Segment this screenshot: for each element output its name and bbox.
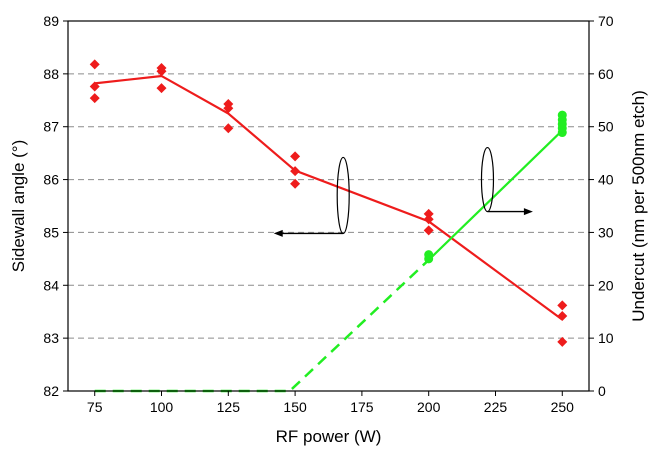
annotations	[273, 146, 533, 237]
sidewall-angle-point	[89, 81, 100, 92]
y-right-tick-label: 40	[598, 172, 614, 188]
y-axis-right-title: Undercut (nm per 500nm etch)	[629, 90, 648, 322]
plot-frame	[67, 20, 590, 392]
series-lines	[94, 74, 564, 393]
sidewall-angle-point	[423, 225, 434, 236]
y-right-tick-label: 10	[598, 330, 614, 346]
sidewall-angle-point	[156, 66, 167, 77]
undercut-point	[424, 254, 434, 264]
x-tick-label: 250	[551, 399, 575, 415]
y-left-tick-label: 89	[43, 13, 59, 29]
y-left-tick-label: 88	[43, 66, 59, 82]
y-right-tick-label: 70	[598, 13, 614, 29]
sidewall-angle-point	[223, 123, 234, 134]
x-tick-label: 200	[417, 399, 441, 415]
y-axis-left-title: Sidewall angle (°)	[9, 140, 28, 272]
sidewall-angle-point	[423, 214, 434, 225]
y-left-tick-label: 85	[43, 224, 59, 240]
sidewall-angle-point	[557, 336, 568, 347]
annotation-ellipse-left	[336, 156, 350, 235]
undercut-point	[557, 128, 567, 138]
x-axis-title: RF power (W)	[276, 427, 382, 446]
y-left-tick-label: 83	[43, 330, 59, 346]
x-tick-label: 100	[150, 399, 174, 415]
tick-labels: 75 100 125 150 175 200 225 250 82 83 84 85 86 87 88 89 0…	[43, 13, 613, 415]
sidewall-angle-point	[290, 151, 301, 162]
undercut-solid-line	[427, 129, 564, 261]
sidewall-angle-point	[290, 178, 301, 189]
sidewall-angle-point	[423, 208, 434, 219]
y-right-tick-label: 50	[598, 119, 614, 135]
sidewall-angle-point	[557, 310, 568, 321]
sidewall-angle-point	[290, 166, 301, 177]
x-tick-label: 125	[217, 399, 241, 415]
undercut-dashed-line	[94, 259, 430, 393]
y-right-tick-label: 20	[598, 277, 614, 293]
y-left-tick-label: 84	[43, 277, 59, 293]
y-right-tick-label: 60	[598, 66, 614, 82]
sidewall-angle-point	[156, 83, 167, 94]
annotation-arrowhead-right	[523, 208, 533, 216]
y-left-tick-label: 82	[43, 383, 59, 399]
y-left-tick-label: 86	[43, 172, 59, 188]
sidewall-angle-point	[557, 300, 568, 311]
x-tick-label: 175	[350, 399, 374, 415]
sidewall-angle-point	[89, 93, 100, 104]
x-tick-label: 75	[87, 399, 103, 415]
x-tick-label: 225	[484, 399, 508, 415]
annotation-arrowhead-left	[273, 229, 283, 237]
y-left-tick-label: 87	[43, 119, 59, 135]
y-right-tick-label: 30	[598, 224, 614, 240]
sidewall-angle-point	[223, 103, 234, 114]
axes	[63, 20, 594, 396]
y-right-tick-label: 0	[598, 383, 606, 399]
grid-lines	[68, 73, 589, 339]
sidewall-angle-point	[89, 59, 100, 70]
x-tick-label: 150	[283, 399, 307, 415]
series-markers	[89, 59, 568, 347]
